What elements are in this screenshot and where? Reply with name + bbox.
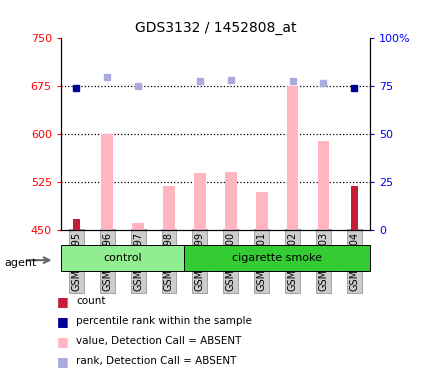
Bar — [163, 185, 174, 230]
Text: ■: ■ — [56, 315, 68, 328]
Bar — [255, 192, 267, 230]
Bar — [132, 223, 144, 230]
Bar — [73, 219, 79, 230]
Text: control: control — [103, 253, 141, 263]
Text: percentile rank within the sample: percentile rank within the sample — [76, 316, 251, 326]
Text: cigarette smoke: cigarette smoke — [232, 253, 321, 263]
Text: ■: ■ — [56, 355, 68, 368]
Bar — [184, 245, 369, 271]
Bar — [194, 173, 205, 230]
Text: ■: ■ — [56, 335, 68, 348]
Text: ■: ■ — [56, 295, 68, 308]
Bar — [101, 134, 113, 230]
Text: value, Detection Call = ABSENT: value, Detection Call = ABSENT — [76, 336, 241, 346]
Bar — [61, 245, 184, 271]
Text: count: count — [76, 296, 105, 306]
Bar — [317, 141, 329, 230]
Text: rank, Detection Call = ABSENT: rank, Detection Call = ABSENT — [76, 356, 236, 366]
Text: agent: agent — [4, 258, 36, 268]
Title: GDS3132 / 1452808_at: GDS3132 / 1452808_at — [134, 21, 296, 35]
Bar — [286, 86, 298, 230]
Bar — [224, 172, 236, 230]
Bar — [350, 185, 357, 230]
